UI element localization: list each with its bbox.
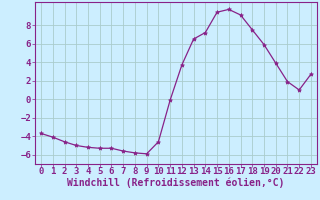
X-axis label: Windchill (Refroidissement éolien,°C): Windchill (Refroidissement éolien,°C) — [67, 177, 285, 188]
